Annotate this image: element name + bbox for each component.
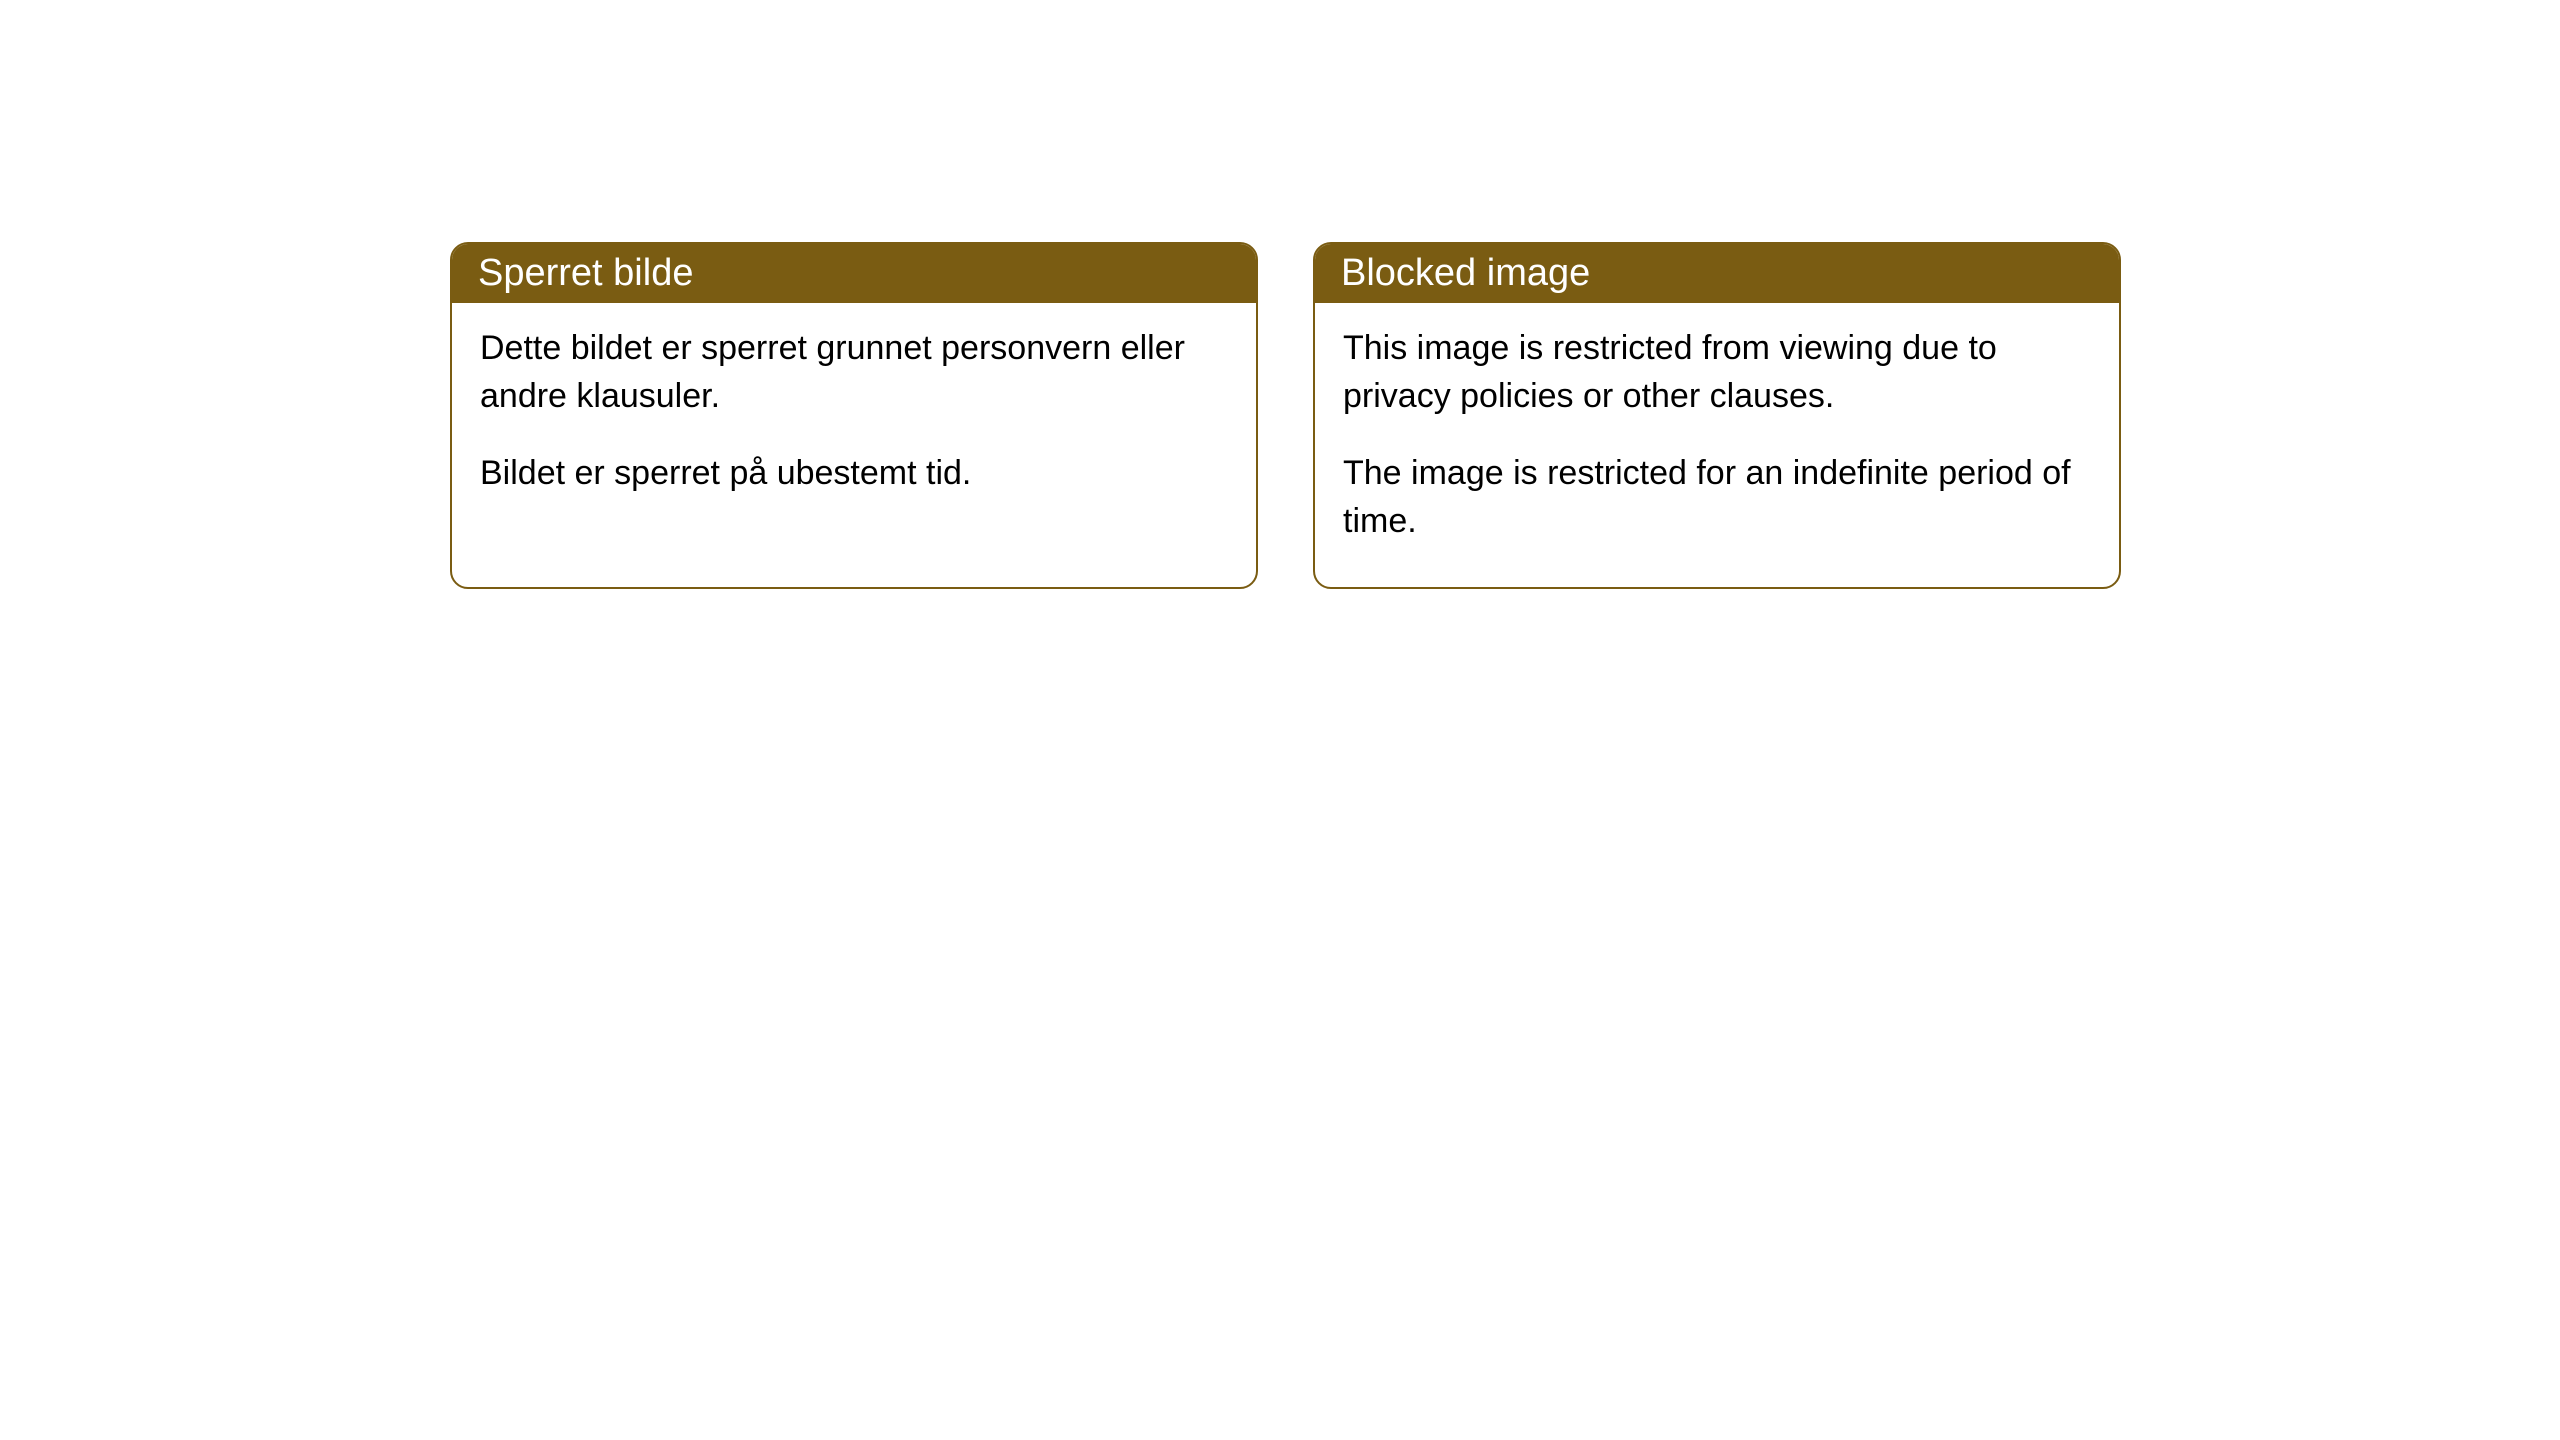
card-title: Sperret bilde <box>478 252 693 294</box>
card-paragraph: Dette bildet er sperret grunnet personve… <box>480 325 1228 420</box>
card-paragraph: Bildet er sperret på ubestemt tid. <box>480 450 1228 498</box>
card-header: Blocked image <box>1315 244 2119 303</box>
card-title: Blocked image <box>1341 252 1590 294</box>
notice-card-norwegian: Sperret bilde Dette bildet er sperret gr… <box>450 242 1258 589</box>
card-header: Sperret bilde <box>452 244 1256 303</box>
card-body: Dette bildet er sperret grunnet personve… <box>452 303 1256 540</box>
notice-card-english: Blocked image This image is restricted f… <box>1313 242 2121 589</box>
card-paragraph: The image is restricted for an indefinit… <box>1343 450 2091 545</box>
card-body: This image is restricted from viewing du… <box>1315 303 2119 587</box>
card-paragraph: This image is restricted from viewing du… <box>1343 325 2091 420</box>
notice-cards-container: Sperret bilde Dette bildet er sperret gr… <box>450 242 2121 589</box>
